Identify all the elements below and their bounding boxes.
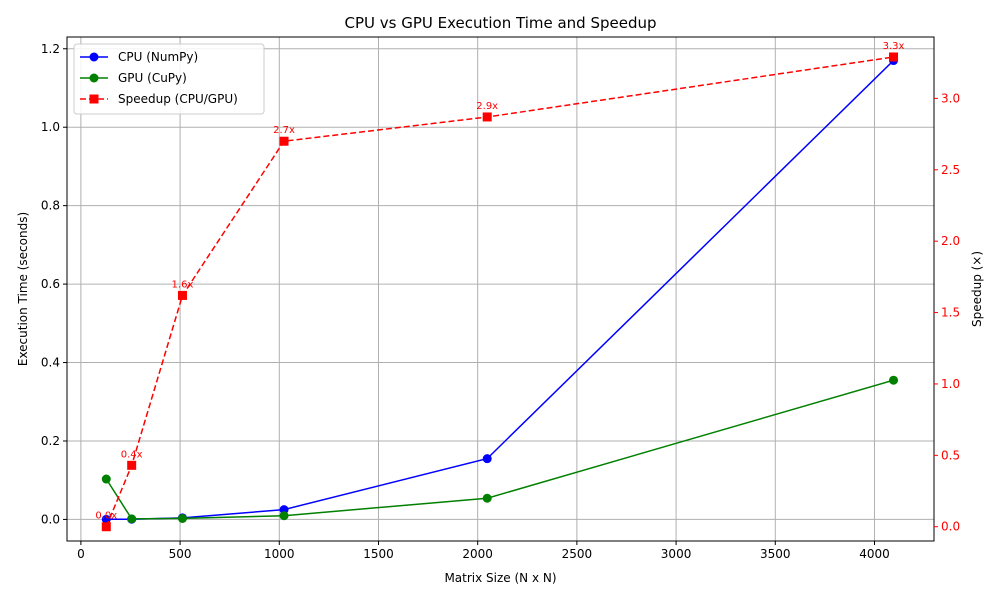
legend-label-speedup: Speedup (CPU/GPU)	[118, 92, 238, 106]
legend-label-gpu: GPU (CuPy)	[118, 71, 187, 85]
data-labels: 0.0x 0.4x 1.6x 2.7x 2.9x 3.3x	[95, 41, 904, 522]
data-point	[482, 493, 492, 503]
x-axis-title: Matrix Size (N x N)	[444, 571, 556, 585]
series-1	[101, 375, 899, 524]
data-point	[482, 454, 492, 464]
y-tick-label: 0.8	[41, 199, 60, 213]
x-tick-label: 3500	[760, 547, 791, 561]
y2-tick-label: 1.0	[941, 377, 960, 391]
series-2	[101, 52, 899, 532]
data-point	[101, 522, 111, 532]
plot-area	[67, 37, 934, 541]
legend-box	[73, 43, 265, 115]
plot-frame	[66, 36, 935, 542]
series-line	[105, 379, 894, 520]
chart-title: CPU vs GPU Execution Time and Speedup	[344, 14, 656, 32]
y2-tick-label: 0.5	[941, 448, 960, 462]
x-tick-label: 1500	[363, 547, 394, 561]
x-tick-label: 500	[169, 547, 192, 561]
data-label: 2.7x	[273, 125, 295, 136]
x-tick-label: 0	[77, 547, 85, 561]
data-point	[127, 460, 137, 470]
data-point	[127, 514, 137, 524]
y2-tick-label: 2.5	[941, 163, 960, 177]
grid	[67, 37, 934, 541]
data-label: 0.4x	[121, 449, 143, 460]
data-label: 0.0x	[95, 511, 117, 522]
axes: 0 500 1000 1500 2000 2500 3000 3500 4000 0.0 0.2 0.…	[41, 42, 960, 561]
data-point	[177, 513, 187, 523]
y-tick-label: 1.0	[41, 120, 60, 134]
y-tick-label: 0.2	[41, 434, 60, 448]
x-tick-label: 1000	[264, 547, 295, 561]
data-point	[279, 511, 289, 521]
data-point	[889, 375, 899, 385]
y2-tick-label: 2.0	[941, 234, 960, 248]
legend-marker-gpu	[89, 73, 99, 83]
x-tick-label: 4000	[859, 547, 890, 561]
x-tick-label: 2500	[562, 547, 593, 561]
series-line	[105, 56, 894, 527]
data-point	[101, 474, 111, 484]
y-axis-title: Execution Time (seconds)	[16, 212, 30, 366]
data-label: 2.9x	[476, 101, 498, 112]
x-tick-label: 3000	[661, 547, 692, 561]
x-tick-label: 2000	[462, 547, 493, 561]
legend-marker-speedup	[89, 94, 99, 104]
data-point	[482, 112, 492, 122]
y2-tick-label: 3.0	[941, 91, 960, 105]
data-point	[889, 52, 899, 62]
data-label: 1.6x	[172, 279, 194, 290]
y-tick-label: 0.0	[41, 512, 60, 526]
y2-axis-title: Speedup (×)	[970, 251, 984, 327]
data-point	[177, 290, 187, 300]
y-tick-label: 0.4	[41, 356, 60, 370]
data-label: 3.3x	[883, 41, 905, 52]
legend-label-cpu: CPU (NumPy)	[118, 50, 198, 64]
y-tick-label: 1.2	[41, 42, 60, 56]
y-tick-label: 0.6	[41, 277, 60, 291]
y2-tick-label: 1.5	[941, 306, 960, 320]
legend-marker-cpu	[89, 52, 99, 62]
y2-tick-label: 0.0	[941, 520, 960, 534]
data-point	[279, 136, 289, 146]
legend: CPU (NumPy) GPU (CuPy) Speedup (CPU/GPU)	[73, 43, 265, 115]
series-layer	[101, 52, 899, 532]
